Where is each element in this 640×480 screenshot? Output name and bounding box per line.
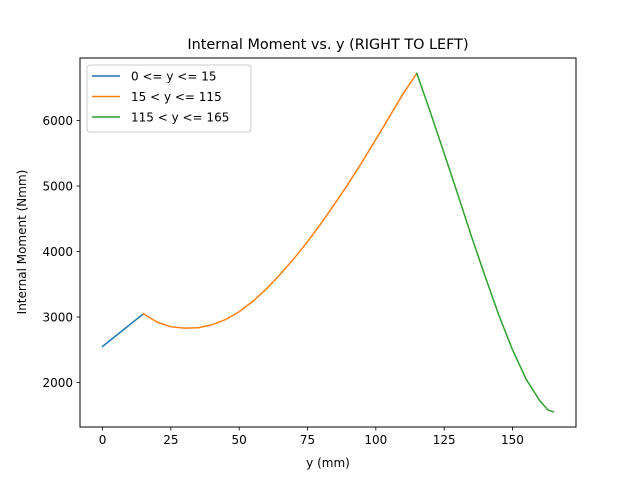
y-tick-label: 3000 [42, 310, 73, 324]
legend: 0 <= y <= 15 15 < y <= 115 115 < y <= 165 [86, 64, 252, 133]
plot-frame [79, 57, 577, 428]
x-tick-label: 150 [501, 433, 524, 447]
x-tick-label: 125 [433, 433, 456, 447]
y-tick-label: 2000 [42, 376, 73, 390]
series-line-2 [415, 72, 555, 413]
y-tick-label: 4000 [42, 245, 73, 259]
plot-area [79, 57, 577, 428]
chart-title: Internal Moment vs. y (RIGHT TO LEFT) [187, 37, 468, 53]
x-tick-label: 50 [232, 433, 247, 447]
legend-frame [86, 64, 252, 133]
y-tick-label: 5000 [42, 180, 73, 194]
series-layer [101, 72, 555, 413]
series-line-0 [101, 312, 145, 348]
x-axis-label: y (mm) [306, 456, 350, 470]
y-axis: 2000 3000 4000 5000 6000 [42, 114, 80, 390]
legend-label-2: 115 < y <= 165 [131, 111, 229, 125]
x-tick-label: 100 [364, 433, 387, 447]
series-line-1 [142, 72, 418, 329]
x-tick-label: 25 [163, 433, 178, 447]
y-axis-label: Internal Moment (Nmm) [15, 170, 29, 315]
legend-label-1: 15 < y <= 115 [131, 90, 222, 104]
y-tick-label: 6000 [42, 114, 73, 128]
x-tick-label: 0 [99, 433, 107, 447]
x-axis: 0 25 50 75 100 125 150 [99, 427, 524, 447]
legend-label-0: 0 <= y <= 15 [131, 70, 216, 84]
x-tick-label: 75 [300, 433, 315, 447]
